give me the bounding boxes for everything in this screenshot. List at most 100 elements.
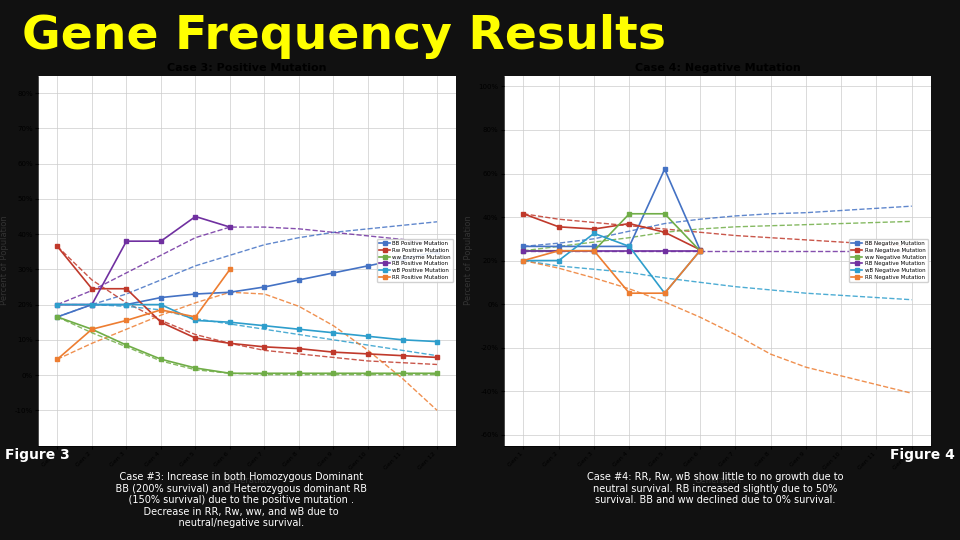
BB Positive Mutation	[327, 269, 339, 276]
Rw Positive Mutation	[327, 349, 339, 355]
RR Positive Mutation	[52, 356, 63, 362]
Line: Rw Negative Mutation: Rw Negative Mutation	[521, 212, 702, 252]
ww Negative Mutation	[517, 247, 529, 254]
Line: ww Negative Mutation: ww Negative Mutation	[521, 212, 702, 253]
ww Enzyme Mutation	[396, 370, 408, 376]
Rw Positive Mutation	[431, 354, 443, 361]
Rw Positive Mutation	[293, 346, 304, 352]
ww Enzyme Mutation	[431, 370, 443, 376]
BB Negative Mutation	[659, 166, 670, 172]
RB Positive Mutation	[156, 238, 167, 245]
Rw Positive Mutation	[225, 340, 236, 347]
ww Enzyme Mutation	[52, 314, 63, 320]
Line: wB Negative Mutation: wB Negative Mutation	[521, 232, 702, 295]
wB Negative Mutation	[588, 230, 600, 237]
RB Negative Mutation	[624, 247, 636, 254]
ww Enzyme Mutation	[156, 356, 167, 362]
ww Negative Mutation	[624, 211, 636, 217]
wB Positive Mutation	[327, 329, 339, 336]
RB Positive Mutation	[52, 301, 63, 308]
RB Negative Mutation	[659, 247, 670, 254]
BB Positive Mutation	[396, 255, 408, 262]
Line: RR Negative Mutation: RR Negative Mutation	[521, 249, 702, 295]
Rw Positive Mutation	[396, 353, 408, 359]
RB Positive Mutation	[121, 238, 132, 245]
RR Negative Mutation	[588, 247, 600, 254]
RR Negative Mutation	[553, 247, 564, 254]
Rw Negative Mutation	[517, 211, 529, 217]
BB Positive Mutation	[362, 262, 373, 269]
Text: Case #3: Increase in both Homozygous Dominant
    BB (200% survival) and Heteroz: Case #3: Increase in both Homozygous Dom…	[103, 472, 367, 528]
wB Negative Mutation	[517, 258, 529, 264]
Line: RB Positive Mutation: RB Positive Mutation	[56, 215, 231, 306]
wB Positive Mutation	[258, 322, 270, 329]
wB Positive Mutation	[225, 319, 236, 326]
RR Positive Mutation	[86, 326, 98, 333]
Rw Positive Mutation	[86, 286, 98, 292]
wB Positive Mutation	[293, 326, 304, 333]
X-axis label: Generation: Generation	[694, 476, 741, 485]
Rw Positive Mutation	[121, 286, 132, 292]
Rw Positive Mutation	[258, 343, 270, 350]
wB Negative Mutation	[624, 243, 636, 249]
wB Positive Mutation	[362, 333, 373, 340]
wB Positive Mutation	[121, 301, 132, 308]
BB Positive Mutation	[121, 301, 132, 308]
Rw Positive Mutation	[52, 243, 63, 249]
BB Negative Mutation	[588, 243, 600, 249]
BB Negative Mutation	[553, 243, 564, 249]
RR Negative Mutation	[624, 290, 636, 296]
RR Positive Mutation	[225, 266, 236, 273]
wB Positive Mutation	[52, 301, 63, 308]
BB Negative Mutation	[517, 243, 529, 249]
Line: RR Positive Mutation: RR Positive Mutation	[56, 268, 231, 361]
ww Enzyme Mutation	[86, 326, 98, 333]
X-axis label: Generation: Generation	[224, 476, 271, 485]
Y-axis label: Percent of Population: Percent of Population	[0, 215, 10, 306]
wB Negative Mutation	[694, 247, 706, 254]
ww Negative Mutation	[588, 247, 600, 254]
wB Positive Mutation	[431, 339, 443, 345]
Rw Positive Mutation	[190, 335, 202, 341]
Rw Positive Mutation	[156, 319, 167, 326]
Rw Positive Mutation	[362, 350, 373, 357]
RB Positive Mutation	[225, 224, 236, 231]
ww Enzyme Mutation	[121, 342, 132, 348]
Line: BB Positive Mutation: BB Positive Mutation	[56, 250, 439, 319]
Text: Figure 3: Figure 3	[5, 448, 69, 462]
RR Positive Mutation	[190, 314, 202, 320]
BB Negative Mutation	[694, 246, 706, 253]
RB Negative Mutation	[694, 247, 706, 254]
Y-axis label: Percent of Population: Percent of Population	[464, 215, 472, 306]
ww Enzyme Mutation	[190, 364, 202, 371]
BB Positive Mutation	[52, 314, 63, 320]
Title: Case 3: Positive Mutation: Case 3: Positive Mutation	[167, 63, 327, 73]
ww Enzyme Mutation	[327, 370, 339, 376]
wB Positive Mutation	[396, 336, 408, 343]
RR Negative Mutation	[659, 290, 670, 296]
RB Negative Mutation	[553, 247, 564, 254]
RB Negative Mutation	[517, 247, 529, 254]
BB Positive Mutation	[86, 301, 98, 308]
BB Positive Mutation	[431, 248, 443, 255]
Line: RB Negative Mutation: RB Negative Mutation	[521, 249, 702, 253]
RR Negative Mutation	[517, 258, 529, 264]
Rw Negative Mutation	[553, 224, 564, 230]
wB Negative Mutation	[553, 258, 564, 264]
Line: Rw Positive Mutation: Rw Positive Mutation	[56, 245, 439, 359]
ww Negative Mutation	[694, 247, 706, 254]
Text: Gene Frequency Results: Gene Frequency Results	[22, 14, 665, 59]
RB Positive Mutation	[190, 213, 202, 220]
Legend: BB Positive Mutation, Rw Positive Mutation, ww Enzyme Mutation, RB Positive Muta: BB Positive Mutation, Rw Positive Mutati…	[377, 239, 453, 282]
wB Positive Mutation	[156, 301, 167, 308]
ww Negative Mutation	[659, 211, 670, 217]
Rw Negative Mutation	[588, 226, 600, 232]
RR Positive Mutation	[121, 317, 132, 323]
BB Positive Mutation	[225, 289, 236, 295]
ww Enzyme Mutation	[258, 370, 270, 376]
Rw Negative Mutation	[624, 220, 636, 227]
ww Enzyme Mutation	[362, 370, 373, 376]
RB Positive Mutation	[86, 301, 98, 308]
BB Positive Mutation	[190, 291, 202, 297]
ww Enzyme Mutation	[293, 370, 304, 376]
